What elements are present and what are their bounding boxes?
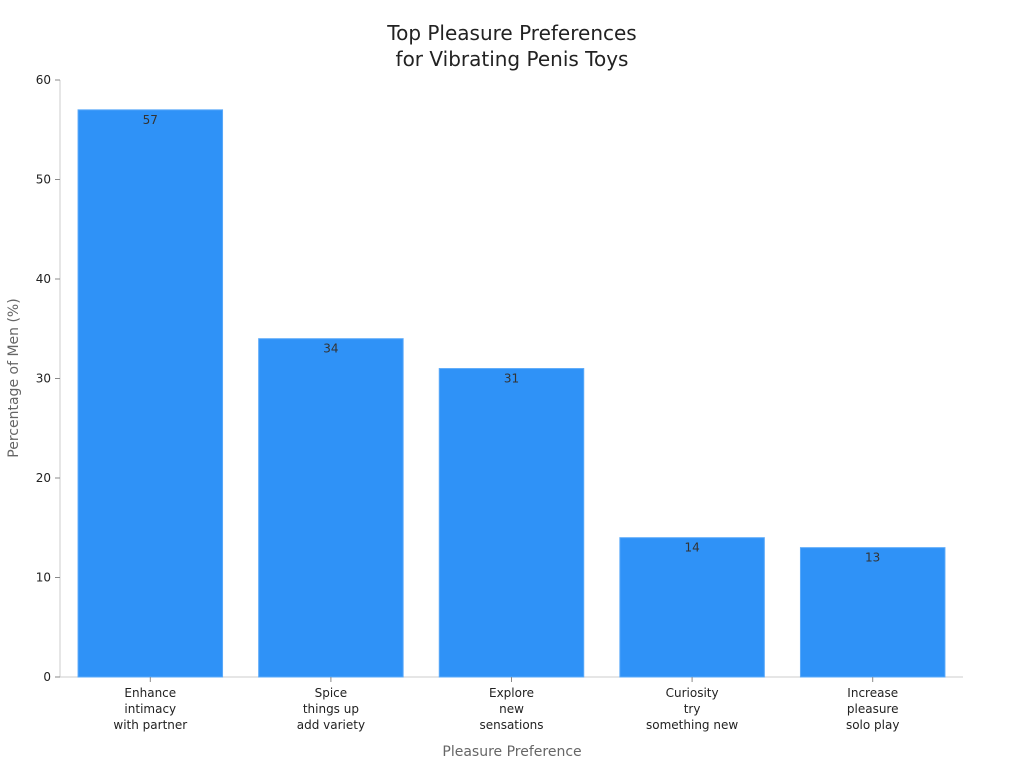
x-tick-label-line: pleasure [847, 702, 899, 716]
x-tick-label: Spice things up add variety [297, 686, 365, 732]
x-tick-label-line: with partner [113, 718, 187, 732]
y-tick-label: 20 [36, 471, 51, 485]
x-tick-label-line: Spice [315, 686, 348, 700]
x-tick-label: Curiosity try something new [646, 686, 738, 732]
bar-value-label: 31 [504, 372, 519, 386]
x-tick-label: Increase pleasure solo play [846, 686, 900, 732]
x-tick-label-line: sensations [479, 718, 543, 732]
chart-title: Top Pleasure Preferences for Vibrating P… [386, 21, 636, 71]
bar [258, 338, 404, 678]
bar [77, 109, 224, 678]
bar [438, 368, 585, 678]
x-tick-label-line: something new [646, 718, 738, 732]
y-axis-title: Percentage of Men (%) [6, 298, 22, 457]
y-tick-label: 30 [36, 372, 51, 386]
x-tick-label-line: Curiosity [666, 686, 719, 700]
x-axis-title: Pleasure Preference [442, 744, 581, 760]
x-tick-label-line: Increase [847, 686, 898, 700]
x-tick-label-line: try [684, 702, 701, 716]
x-tick-label-line: Explore [489, 686, 534, 700]
x-tick-label: Explore new sensations [479, 686, 543, 732]
bar [799, 547, 946, 678]
bar-value-label: 14 [684, 541, 699, 555]
x-tick-label-line: things up [303, 702, 359, 716]
bar-value-label: 13 [865, 551, 880, 565]
x-tick-label-line: new [499, 702, 524, 716]
x-tick-label-line: add variety [297, 718, 365, 732]
bar [619, 537, 765, 678]
chart-title-line-2: for Vibrating Penis Toys [396, 47, 629, 71]
chart-title-line-1: Top Pleasure Preferences [386, 21, 636, 45]
y-tick-label: 40 [36, 272, 51, 286]
x-tick-label-line: intimacy [124, 702, 176, 716]
x-tick-label-line: Enhance [124, 686, 176, 700]
plot-area: 0 10 20 30 40 50 60 57 Enhance intimacy with partn… [36, 73, 963, 732]
y-tick-label: 50 [36, 173, 51, 187]
bar-value-label: 57 [143, 113, 158, 127]
x-tick-label-line: solo play [846, 718, 900, 732]
x-tick-label: Enhance intimacy with partner [113, 686, 187, 732]
y-tick-label: 60 [36, 73, 51, 87]
bar-value-label: 34 [323, 342, 338, 356]
y-tick-label: 0 [43, 670, 51, 684]
y-tick-label: 10 [36, 571, 51, 585]
